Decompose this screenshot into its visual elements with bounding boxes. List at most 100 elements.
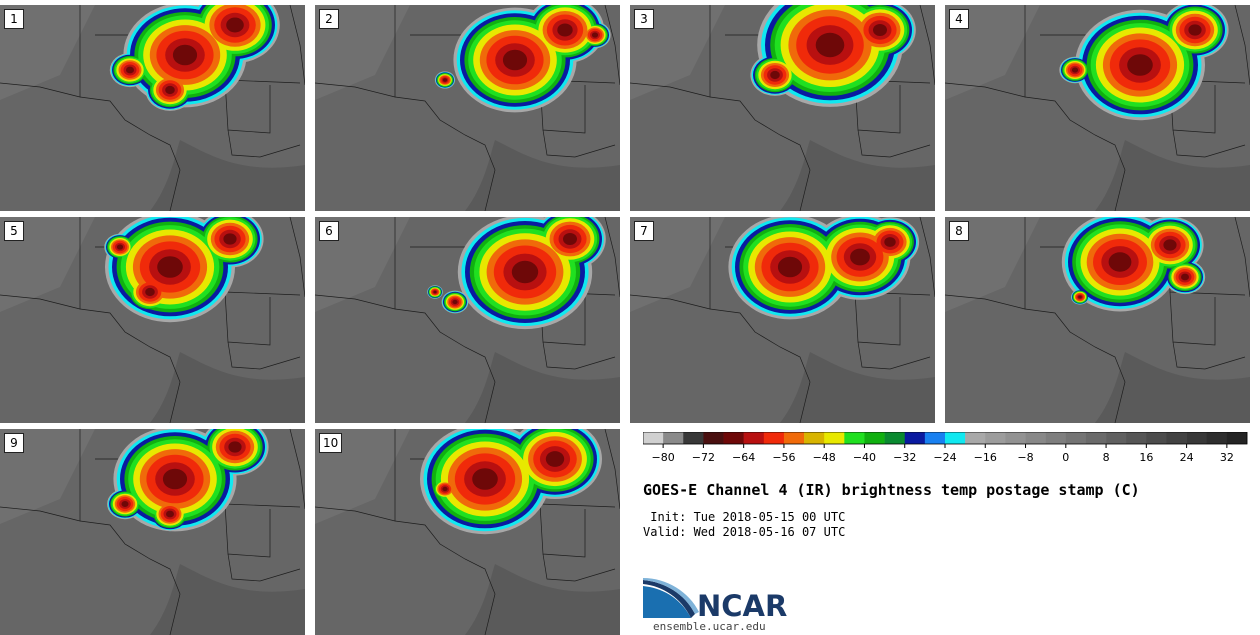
panel-number: 6: [319, 221, 339, 241]
coastline: [1172, 129, 1246, 158]
postage-stamp-panel-6: 6: [315, 217, 620, 423]
cloud-top-temperatures: [107, 429, 269, 532]
cloud-cell: [145, 287, 155, 297]
colorbar-swatch: [1045, 432, 1067, 444]
cloud-cell: [166, 510, 174, 518]
panel-number: 8: [949, 221, 969, 241]
postage-stamp-panel-7: 7: [630, 217, 935, 423]
cloud-cell: [1181, 273, 1189, 281]
colorbar-swatch: [763, 432, 785, 444]
colorbar-swatch: [723, 432, 744, 444]
state-border: [604, 429, 620, 510]
state-border: [289, 429, 305, 510]
chart-title: GOES-E Channel 4 (IR) brightness temp po…: [643, 481, 1140, 499]
cloud-top-temperatures: [750, 5, 916, 107]
cloud-cell: [157, 256, 183, 278]
colorbar-swatches: [643, 432, 1248, 445]
colorbar-tick-label: −16: [974, 451, 997, 464]
colorbar-tick-label: 16: [1139, 451, 1153, 464]
colorbar-swatch: [743, 432, 765, 444]
state-border: [315, 217, 396, 310]
postage-stamp-panel-2: 2: [315, 5, 620, 211]
colorbar-swatch: [945, 432, 966, 444]
colorbar-swatch: [1226, 432, 1248, 444]
state-border: [224, 503, 271, 558]
colorbar-swatch: [844, 432, 865, 444]
coastline: [542, 341, 616, 370]
panel-number: 9: [4, 433, 24, 453]
colorbar-tick-label: −40: [853, 451, 876, 464]
cloud-cell: [165, 85, 175, 95]
state-border: [0, 217, 81, 310]
ncar-logo-text: NCAR: [697, 589, 787, 620]
coastline: [1172, 341, 1246, 370]
cloud-cell: [1071, 67, 1079, 73]
state-border: [604, 5, 620, 86]
cloud-cell: [1163, 239, 1177, 251]
cloud-top-temperatures: [427, 217, 606, 330]
state-border: [945, 5, 1026, 98]
gulf-of-mexico: [780, 140, 935, 211]
state-border: [854, 79, 901, 134]
cloud-cell: [557, 23, 573, 37]
coastline: [857, 341, 931, 370]
gulf-of-mexico: [465, 564, 620, 635]
colorbar-swatch: [683, 432, 704, 444]
colorbar: −80 −72 −64 −56 −48 −40 −32 −24 −16 −8 0 8 16 24 32: [643, 432, 1248, 464]
colorbar-swatch: [1065, 432, 1087, 444]
cloud-top-temperatures: [109, 5, 280, 111]
colorbar-swatch: [783, 432, 805, 444]
texas-border: [394, 308, 496, 423]
state-border: [0, 429, 81, 522]
colorbar-tick-label: −56: [772, 451, 795, 464]
texas-border: [79, 308, 181, 423]
cloud-cell: [1078, 295, 1082, 299]
cloud-cell: [223, 233, 237, 245]
gulf-of-mexico: [780, 352, 935, 423]
coastline: [542, 129, 616, 158]
cloud-cell: [563, 233, 577, 245]
coastline: [227, 553, 301, 582]
state-border: [919, 5, 935, 86]
colorbar-tick-label: 0: [1062, 451, 1069, 464]
cloud-cell: [126, 66, 134, 74]
state-border: [630, 217, 711, 310]
cloud-cell: [1127, 54, 1153, 76]
state-border: [315, 5, 396, 98]
cloud-cell: [116, 244, 124, 250]
coastline: [227, 341, 301, 370]
colorbar-swatch: [663, 432, 684, 444]
cloud-cell: [815, 32, 845, 58]
coastline: [857, 129, 931, 158]
colorbar-swatch: [1206, 432, 1228, 444]
texas-border: [709, 308, 811, 423]
panel-number: 5: [4, 221, 24, 241]
panel-number: 7: [634, 221, 654, 241]
colorbar-swatch: [804, 432, 825, 444]
cloud-cell: [850, 248, 870, 266]
cloud-top-temperatures: [1061, 217, 1206, 312]
texas-border: [79, 96, 181, 211]
texas-border: [394, 520, 496, 635]
state-border: [630, 5, 711, 98]
cloud-top-temperatures: [420, 429, 602, 535]
coastline: [227, 129, 301, 158]
cloud-cell: [433, 290, 437, 294]
panel-number: 2: [319, 9, 339, 29]
colorbar-ticks: −80 −72 −64 −56 −48 −40 −32 −24 −16 −8 0 8 16 24 32: [652, 444, 1234, 464]
panel-number: 4: [949, 9, 969, 29]
state-border: [224, 79, 271, 134]
postage-stamp-panel-1: 1: [0, 5, 305, 211]
state-border: [224, 291, 271, 346]
colorbar-swatch: [904, 432, 926, 444]
gulf-of-mexico: [465, 352, 620, 423]
cloud-top-temperatures: [1059, 5, 1229, 121]
cloud-top-temperatures: [434, 5, 611, 113]
state-border: [854, 291, 901, 346]
gulf-of-mexico: [465, 140, 620, 211]
colorbar-tick-label: −24: [933, 451, 956, 464]
texas-border: [79, 520, 181, 635]
state-border: [919, 217, 935, 298]
panel-number: 1: [4, 9, 24, 29]
gulf-of-mexico: [1095, 352, 1250, 423]
